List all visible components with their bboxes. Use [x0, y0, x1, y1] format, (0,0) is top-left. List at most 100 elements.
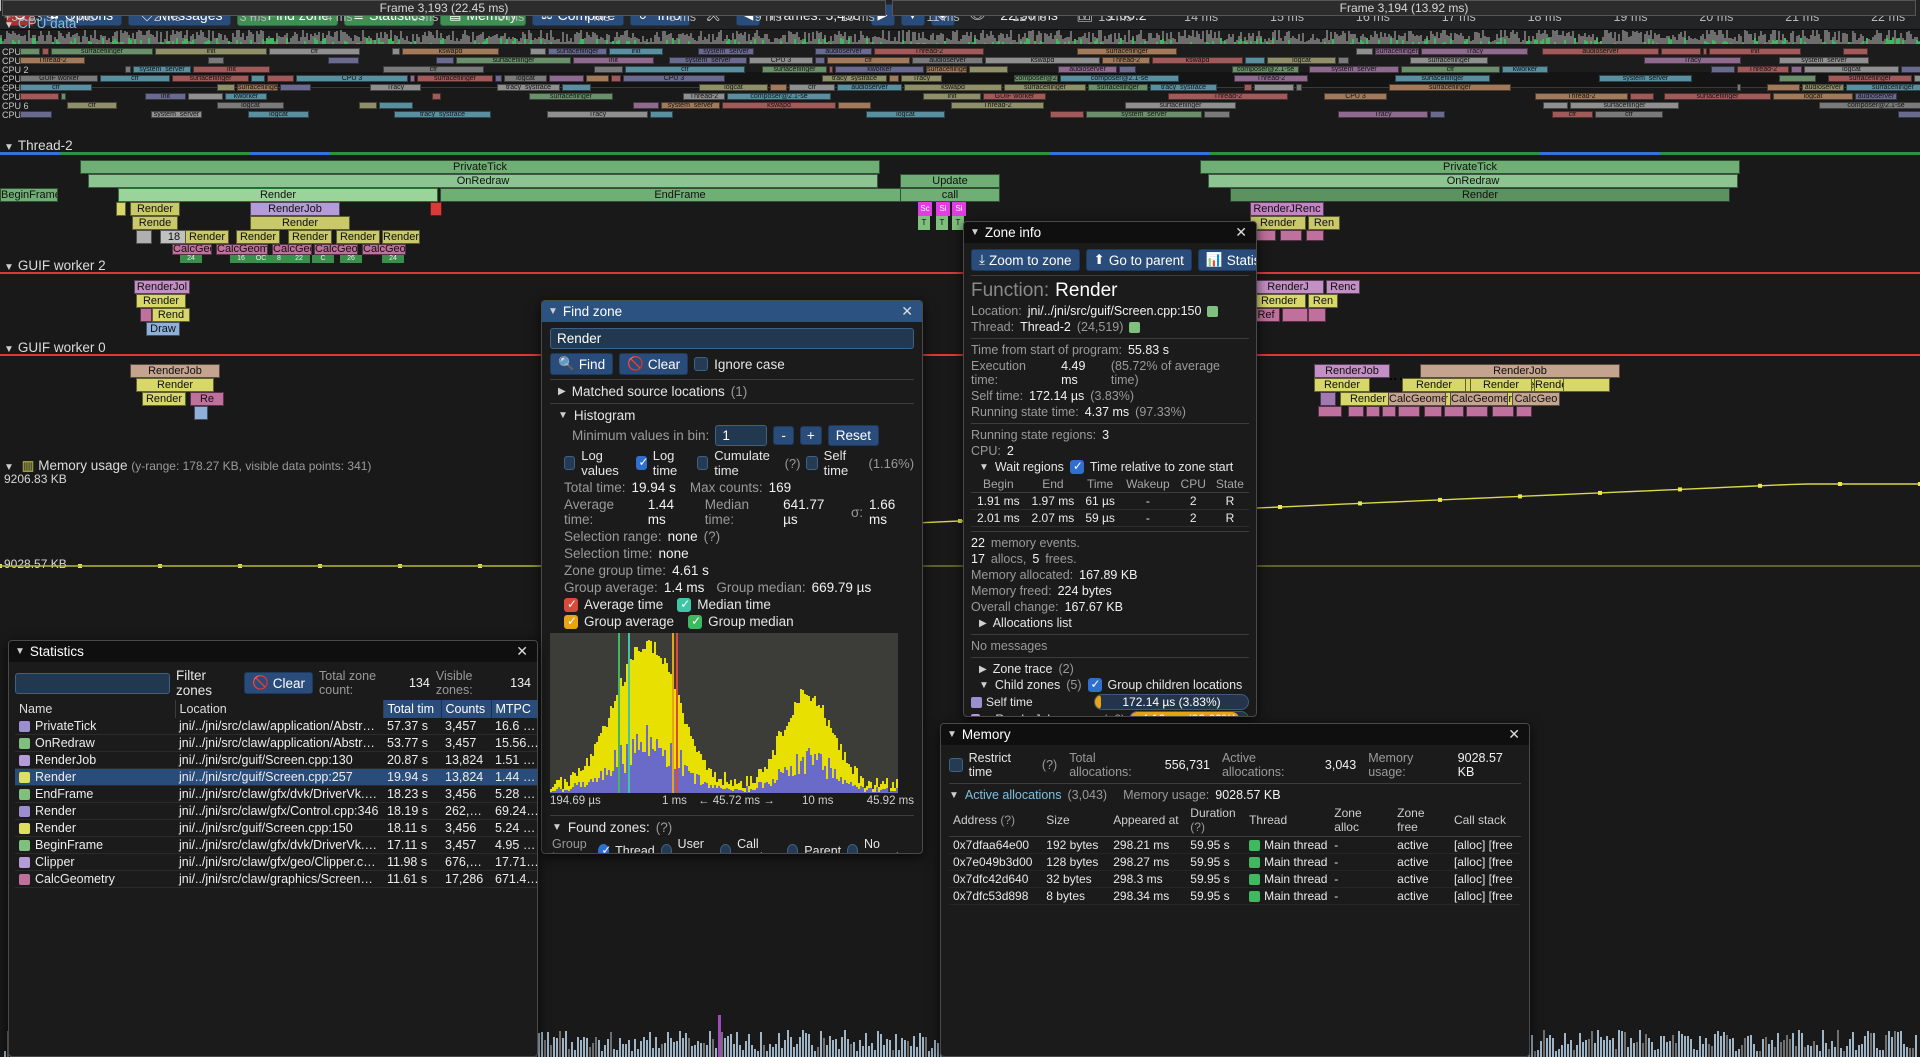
frame-bar[interactable]: [1792, 1033, 1794, 1057]
reset-button[interactable]: Reset: [827, 425, 879, 446]
cpu-thread-block[interactable]: [359, 102, 377, 109]
cpu-thread-block[interactable]: cfr: [1552, 111, 1593, 118]
frame-bar[interactable]: [1753, 1044, 1755, 1057]
statistics-body[interactable]: PrivateTick jni/../jni/src/claw/applicati…: [15, 718, 537, 888]
frame-bar[interactable]: [787, 1030, 789, 1057]
find-zone-window[interactable]: ▼ Find zone ✕ 🔍 Find 🚫 Clear Ignore case…: [541, 300, 923, 854]
frame-bar[interactable]: [802, 1030, 804, 1057]
timeline-zone[interactable]: [430, 202, 442, 216]
frame-bar[interactable]: [784, 1040, 786, 1057]
frame-bar[interactable]: [1696, 1050, 1698, 1057]
frame-bar[interactable]: [1582, 1042, 1584, 1057]
table-row[interactable]: Render jni/../jni/src/guif/Screen.cpp:257…: [15, 768, 537, 786]
frame-bar[interactable]: [544, 1040, 546, 1057]
frame-bar[interactable]: [835, 1039, 837, 1057]
frame-bar[interactable]: [1837, 1030, 1839, 1057]
zone-info-titlebar[interactable]: ▼ Zone info ✕: [964, 222, 1256, 243]
timeline-zone[interactable]: Render: [130, 202, 180, 216]
log-time-checkbox[interactable]: [635, 455, 649, 470]
table-row[interactable]: PrivateTick jni/../jni/src/claw/applicati…: [15, 718, 537, 735]
timeline-zone[interactable]: [1466, 406, 1488, 417]
frame-bar[interactable]: [1639, 1030, 1641, 1057]
cpu-thread-block[interactable]: [379, 102, 413, 109]
frame-bar[interactable]: [1915, 1035, 1917, 1057]
frame-bar[interactable]: [1612, 1038, 1614, 1057]
cpu-thread-block[interactable]: Tracy: [547, 111, 648, 118]
table-row[interactable]: 0x7e049b3d00 128 bytes 298.27 ms 59.95 s Mai…: [949, 853, 1521, 871]
frame-bar[interactable]: [562, 1038, 564, 1057]
timeline-zone[interactable]: CalcGeome: [216, 244, 268, 255]
zone-statistics-button[interactable]: 📊 Statistics: [1197, 249, 1256, 271]
frame-bar[interactable]: [679, 1031, 681, 1057]
filter-zones-input[interactable]: [15, 672, 170, 694]
frame-bar[interactable]: [1813, 1041, 1815, 1057]
time-relative-checkbox[interactable]: [1069, 459, 1084, 474]
frame-bar[interactable]: [1876, 1048, 1878, 1057]
frame-bar[interactable]: [577, 1037, 579, 1057]
frame-bar[interactable]: [865, 1033, 867, 1057]
cpu-thread-block[interactable]: Thread-2: [951, 102, 1044, 109]
cpu-thread-block[interactable]: system_server: [661, 102, 720, 109]
selection-range-hint[interactable]: (?): [703, 529, 721, 544]
min-values-input[interactable]: [715, 425, 768, 446]
frame-bar[interactable]: [610, 1032, 612, 1057]
frame-bar[interactable]: [1636, 1042, 1638, 1057]
frame-bar[interactable]: [1885, 1035, 1887, 1057]
frame-bar[interactable]: [1624, 1032, 1626, 1057]
close-icon[interactable]: ✕: [901, 303, 913, 319]
statistics-clear-button[interactable]: 🚫 Clear: [243, 672, 314, 694]
timeline-zone-small[interactable]: 24: [180, 255, 202, 263]
frame-bar[interactable]: [1867, 1031, 1869, 1057]
frame-bar[interactable]: [586, 1038, 588, 1057]
wait-regions-row[interactable]: 1.91 ms 1.97 ms 61 µs -2 R: [971, 492, 1249, 510]
frame-bar[interactable]: [1765, 1037, 1767, 1057]
frame-bar[interactable]: [697, 1041, 699, 1057]
frame-bar[interactable]: [625, 1044, 627, 1057]
statistics-header-row[interactable]: Name Location Total tim Counts MTPC: [15, 700, 537, 718]
frame-bar[interactable]: [1657, 1049, 1659, 1057]
frame-bar[interactable]: [859, 1040, 861, 1057]
histogram-plot[interactable]: [550, 633, 898, 793]
ignore-case-checkbox[interactable]: [694, 357, 709, 371]
timeline-zone[interactable]: Render: [1470, 378, 1532, 392]
frame-bar[interactable]: [688, 1038, 690, 1057]
close-icon[interactable]: ✕: [1235, 224, 1247, 240]
timeline-zone[interactable]: CalcGeo: [172, 244, 212, 255]
cpu-thread-block[interactable]: tracy_systrace: [394, 111, 491, 118]
cpu-thread-block[interactable]: cfr: [1595, 111, 1663, 118]
cpu-thread-block[interactable]: cfr: [67, 102, 117, 109]
frame-bar[interactable]: [766, 1051, 768, 1057]
frame-bar[interactable]: [829, 1036, 831, 1057]
frame-bar[interactable]: [937, 1043, 939, 1057]
frame-bar[interactable]: [1825, 1043, 1827, 1057]
timeline-zone[interactable]: Render: [1314, 378, 1370, 392]
frame-bar[interactable]: [1684, 1036, 1686, 1057]
statistics-header-cell[interactable]: Name: [15, 700, 176, 718]
go-to-parent-button[interactable]: ⬆ Go to parent: [1085, 249, 1192, 271]
frame-bar[interactable]: [769, 1044, 771, 1057]
frame-bar[interactable]: [694, 1045, 696, 1057]
frame-bar[interactable]: [892, 1050, 894, 1057]
frame-bar[interactable]: [1762, 1039, 1764, 1057]
frame-bar[interactable]: [799, 1037, 801, 1057]
frame-bar[interactable]: [1540, 1041, 1542, 1057]
section-header-thread-2[interactable]: ▼ Thread-2: [4, 138, 73, 153]
frame-bar[interactable]: [634, 1039, 636, 1057]
frame-bar[interactable]: [1909, 1048, 1911, 1057]
frame-bar[interactable]: [670, 1038, 672, 1057]
frame-bar[interactable]: [1606, 1036, 1608, 1057]
child-zones-list[interactable]: Self time 172.14 µs (3.83%) ▶RenderJob (×2)…: [971, 694, 1249, 716]
frame-bar[interactable]: [601, 1051, 603, 1057]
frame-bar[interactable]: [1816, 1045, 1818, 1057]
timeline-zone[interactable]: RenderJob: [250, 202, 340, 216]
timeline-marker-zone[interactable]: Si: [952, 202, 966, 216]
frame-bar[interactable]: [1675, 1043, 1677, 1057]
frame-bar[interactable]: [1690, 1039, 1692, 1057]
active-allocations-section-label[interactable]: Active allocations: [964, 788, 1062, 802]
frame-bar[interactable]: [916, 1047, 918, 1057]
cpu-thread-block[interactable]: [650, 111, 673, 118]
frame-bar[interactable]: [1849, 1039, 1851, 1057]
frame-bar[interactable]: [721, 1032, 723, 1057]
frame-bar[interactable]: [1594, 1043, 1596, 1057]
memory-usage-point[interactable]: [1278, 505, 1282, 509]
